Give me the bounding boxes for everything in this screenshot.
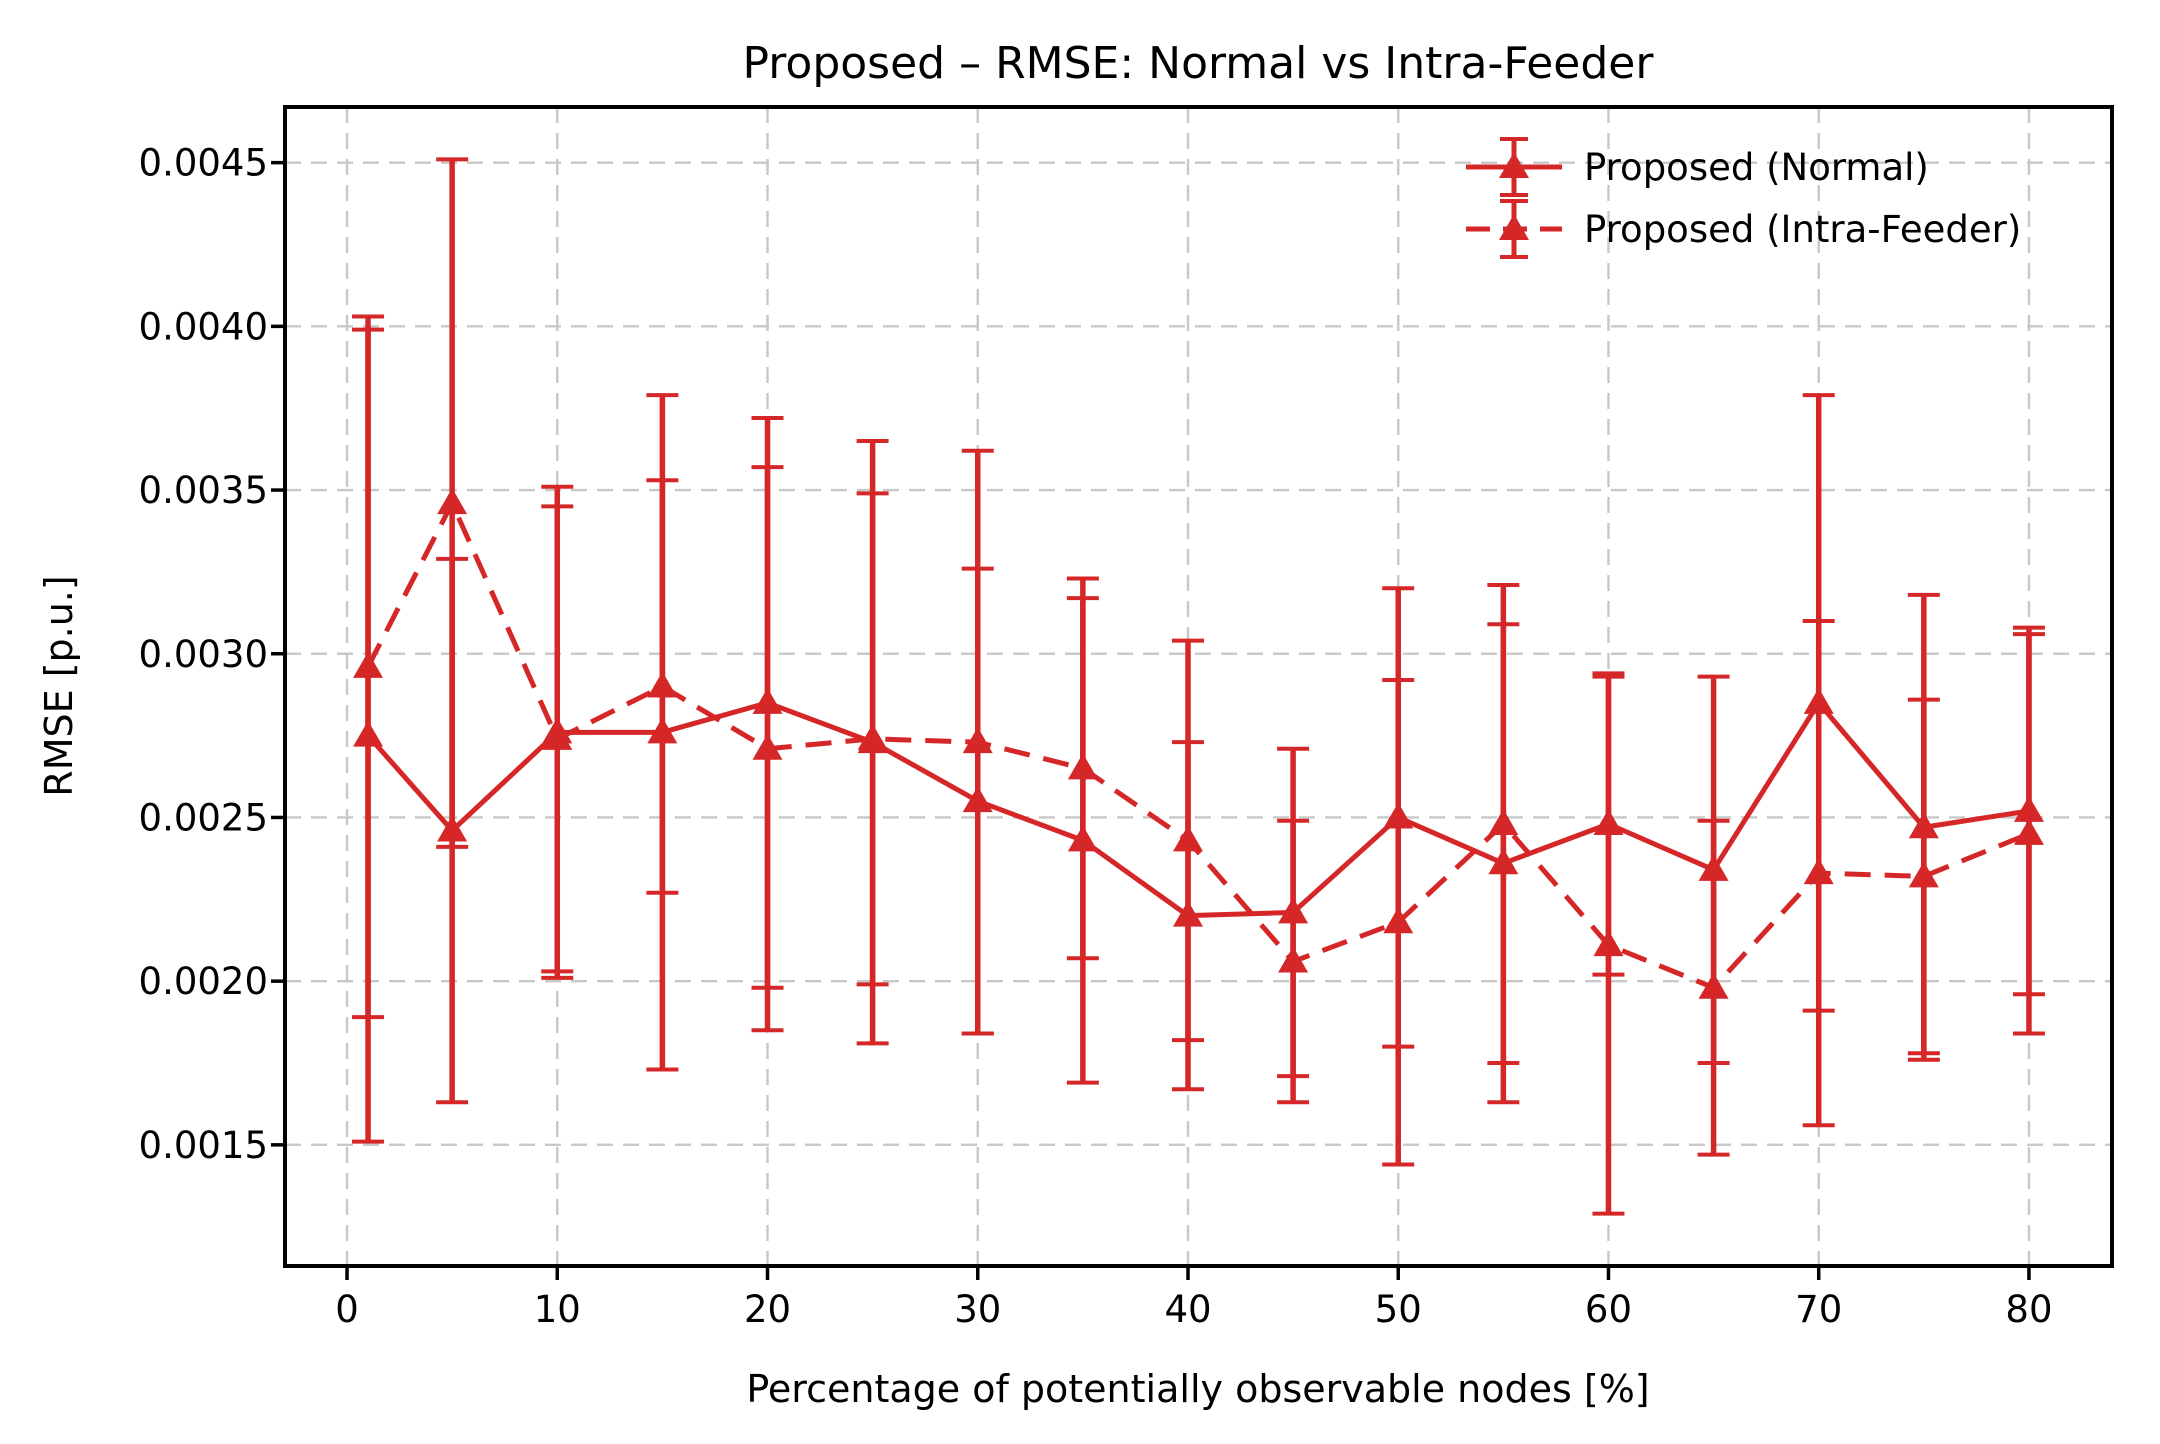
series-normal — [352, 327, 2045, 1144]
x-tick-label: 10 — [534, 1288, 581, 1331]
triangle-marker — [1278, 946, 1309, 973]
triangle-marker — [437, 488, 468, 515]
legend-handle-normal — [1466, 137, 1562, 197]
legend-handles — [1466, 137, 1562, 259]
triangle-marker — [1499, 214, 1529, 240]
triangle-marker — [1383, 907, 1414, 934]
triangle-marker — [857, 723, 888, 750]
y-tick-label: 0.0035 — [139, 469, 268, 512]
triangle-marker — [353, 651, 384, 678]
legend-label-normal: Proposed (Normal) — [1584, 146, 1929, 189]
legend-label-intra-feeder: Proposed (Intra-Feeder) — [1584, 208, 2021, 251]
triangle-marker — [1488, 809, 1519, 836]
chart-title: Proposed – RMSE: Normal vs Intra-Feeder — [743, 38, 1655, 89]
y-tick-label: 0.0025 — [139, 796, 268, 839]
y-tick-label: 0.0040 — [139, 305, 268, 348]
x-tick-label: 30 — [954, 1288, 1001, 1331]
x-axis-label: Percentage of potentially observable nod… — [746, 1367, 1649, 1411]
triangle-marker — [1172, 825, 1203, 852]
legend: Proposed (Normal) Proposed (Intra-Feeder… — [1466, 137, 2021, 259]
axes-layer: 0 10 20 30 40 50 60 70 80 0.0015 0.0020 0.0025 0.003… — [139, 105, 2114, 1331]
triangle-marker — [962, 727, 993, 754]
triangle-marker — [1499, 152, 1529, 178]
series-layer — [352, 157, 2045, 1216]
triangle-marker — [647, 671, 678, 698]
triangle-marker — [1908, 861, 1939, 888]
x-tick-label: 40 — [1164, 1288, 1211, 1331]
axes-frame — [283, 105, 2114, 1268]
x-tick-label: 0 — [335, 1288, 359, 1331]
triangle-marker — [2013, 818, 2044, 845]
triangle-marker — [1593, 930, 1624, 957]
x-tick-label: 70 — [1795, 1288, 1842, 1331]
triangle-marker — [1803, 858, 1834, 885]
y-tick-label: 0.0045 — [139, 142, 268, 185]
x-tick-label: 60 — [1585, 1288, 1632, 1331]
x-tick-label: 50 — [1375, 1288, 1422, 1331]
x-tick-label: 20 — [744, 1288, 791, 1331]
triangle-marker — [1698, 972, 1729, 999]
series-line-solid — [366, 700, 2030, 919]
legend-handle-intra-feeder — [1466, 199, 1562, 259]
series-intra-feeder — [352, 157, 2045, 1216]
y-tick-label: 0.0020 — [139, 960, 268, 1003]
triangle-marker — [1067, 753, 1098, 780]
triangle-marker — [542, 723, 573, 750]
y-tick-label: 0.0030 — [139, 633, 268, 676]
triangle-marker — [752, 733, 783, 760]
y-tick-label: 0.0015 — [139, 1124, 268, 1167]
x-tick-label: 80 — [2005, 1288, 2052, 1331]
y-axis-label: RMSE [p.u.] — [37, 575, 81, 796]
